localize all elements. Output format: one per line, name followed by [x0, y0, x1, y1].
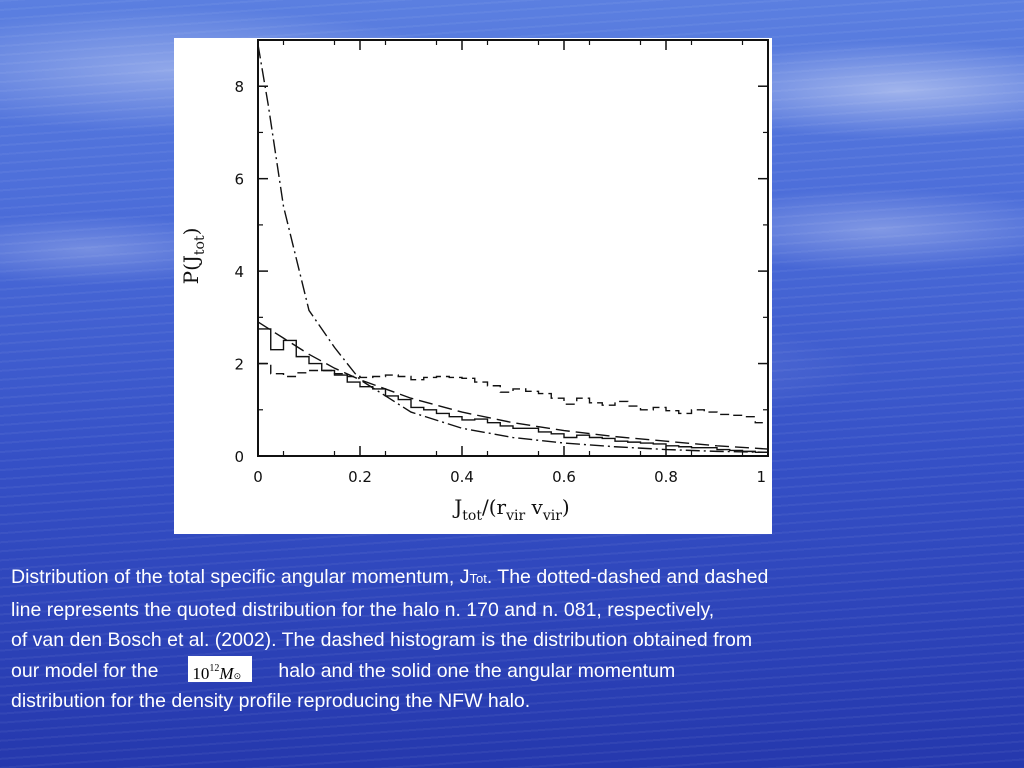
y-tick-label: 2 [234, 356, 244, 374]
y-axis-title: P(Jtot) [179, 228, 208, 285]
x-tick-label: 1 [756, 468, 766, 486]
y-tick-label: 8 [234, 78, 244, 96]
x-axis-title: Jtot/(rvir vvir) [452, 495, 569, 524]
x-tick-label: 0.2 [348, 468, 372, 486]
caption-line-5: distribution for the density profile rep… [11, 690, 531, 712]
chart-svg: 0 0.2 0.4 0.6 0.8 1 0 2 4 6 8 P(Jtot) Jtot/(rvir v… [179, 39, 769, 524]
caption-subscript: Tot [469, 571, 487, 586]
dashed-line [258, 321, 768, 450]
figure-caption: Distribution of the total specific angul… [11, 562, 1016, 717]
y-tick-label: 6 [234, 171, 244, 189]
x-tick-label: 0.4 [450, 468, 474, 486]
caption-line-3: of van den Bosch et al. (2002). The dash… [11, 629, 753, 651]
mass-formula-image: 1012M⊙ [188, 656, 253, 683]
chart-panel: 0 0.2 0.4 0.6 0.8 1 0 2 4 6 8 P(Jtot) Jtot/(rvir v… [174, 38, 772, 534]
y-tick-label: 0 [234, 448, 244, 466]
caption-line-4: our model for the 1012M⊙ halo and the soli… [11, 656, 1016, 687]
x-tick-label: 0.8 [654, 468, 678, 486]
solid-histogram [258, 328, 768, 454]
x-tick-label: 0.6 [552, 468, 576, 486]
x-tick-label: 0 [253, 468, 263, 486]
dotted-dashed-line [258, 44, 768, 454]
caption-line-2: line represents the quoted distribution … [11, 598, 715, 621]
plot-frame [257, 39, 769, 457]
caption-line-1: Distribution of the total specific angul… [11, 566, 769, 588]
y-tick-label: 4 [234, 263, 244, 281]
